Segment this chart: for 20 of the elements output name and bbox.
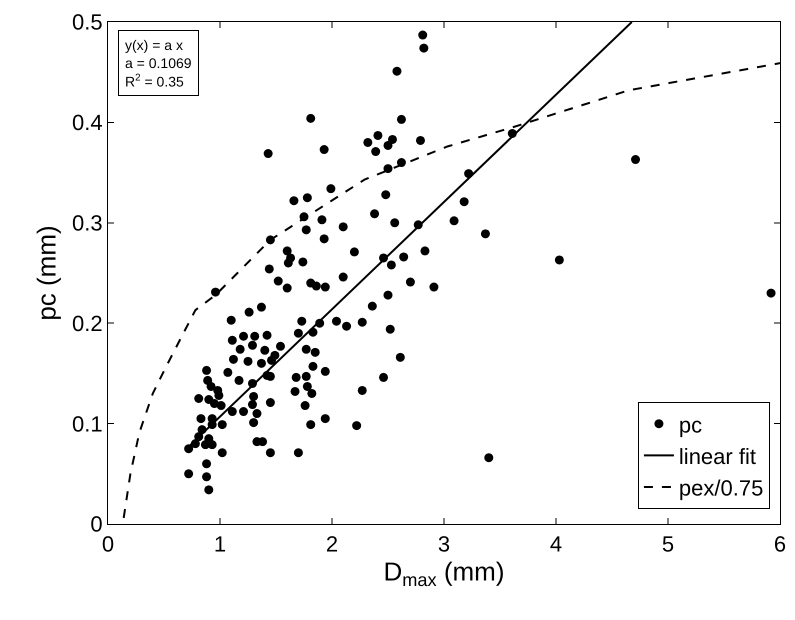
legend-label: linear fit (678, 444, 756, 469)
y-tick-label: 0.2 (72, 310, 103, 336)
y-tick-label: 0 (90, 512, 103, 537)
legend-label: pex/0.75 (678, 476, 764, 501)
y-tick-label: 0.4 (72, 110, 103, 136)
x-tick-label: 4 (550, 531, 562, 556)
y-tick-label: 0.1 (72, 411, 103, 436)
x-tick-label: 1 (214, 531, 226, 556)
y-tick-label: 0.5 (72, 10, 103, 35)
x-tick-label: 2 (326, 531, 338, 556)
annotation: R$^{2}$ = 0.35 (125, 72, 184, 90)
legend-label: pc (678, 412, 702, 438)
x-tick-label: 6 (774, 531, 786, 556)
y-tick-label: 0.3 (72, 210, 103, 236)
annotation: y(x) = a x (125, 37, 183, 53)
y-axis-title: pc (mm) (31, 225, 62, 321)
x-axis-title: D$_{max}$ (mm) (384, 556, 504, 590)
x-tick-label: 3 (438, 531, 450, 556)
x-tick-label: 5 (662, 531, 674, 556)
annotation: a = 0.1069 (125, 55, 192, 72)
